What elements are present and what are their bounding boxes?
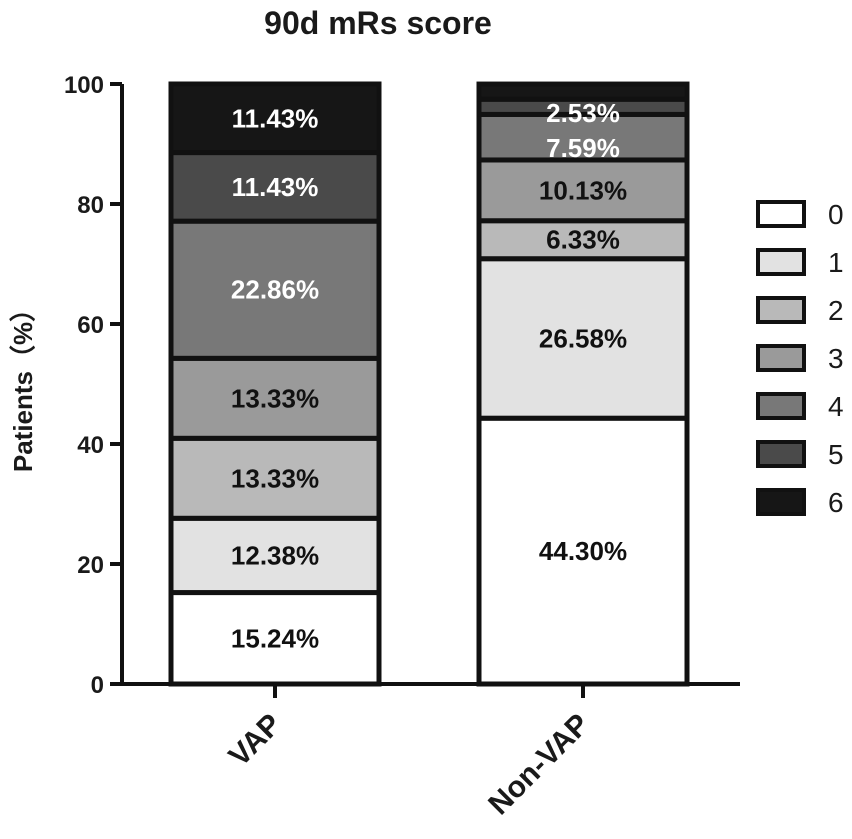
legend-label: 2	[828, 295, 844, 326]
plot-area: 15.24% 12.38% 13.33% 13.33% 22.86% 11.43% 11.4…	[168, 56, 690, 687]
y-tick-label: 100	[64, 72, 104, 99]
legend-swatch	[756, 200, 806, 228]
segment-label: 2.53%	[546, 56, 620, 86]
legend-label: 1	[828, 247, 844, 278]
legend-swatch	[756, 344, 806, 372]
y-axis-label: Patients（%）	[8, 296, 38, 472]
legend-swatch	[756, 440, 806, 468]
x-tick-label: VAP	[223, 708, 288, 773]
x-tick-label: Non-VAP	[482, 708, 596, 822]
y-tick-label: 60	[77, 312, 104, 339]
bar-segment	[168, 218, 382, 361]
bar-segment	[476, 157, 690, 224]
segment-label: 10.13%	[539, 175, 627, 205]
segment-label: 12.38%	[231, 540, 319, 570]
segment-label: 13.33%	[231, 463, 319, 493]
legend-label: 6	[828, 487, 844, 518]
legend-label: 3	[828, 343, 844, 374]
legend: 0 1 2 3 4 5 6	[756, 199, 844, 518]
legend-label: 0	[828, 199, 844, 230]
legend-label: 4	[828, 391, 844, 422]
bar-segment	[476, 256, 690, 421]
segment-label: 22.86%	[231, 275, 319, 305]
bar-segment	[168, 355, 382, 441]
segment-label: 11.43%	[232, 172, 319, 202]
bar-segment	[476, 81, 690, 102]
legend-swatch	[756, 296, 806, 324]
segment-label: 26.58%	[539, 323, 627, 353]
segment-label: 6.33%	[546, 225, 620, 255]
y-tick-label: 40	[77, 432, 104, 459]
bar-segment	[168, 150, 382, 224]
bar-segment	[476, 415, 690, 687]
segment-label: 44.30%	[539, 536, 627, 566]
segment-label: 7.59%	[546, 133, 620, 163]
segment-label: 13.33%	[231, 383, 319, 413]
chart-title: 90d mRs score	[264, 5, 492, 41]
segment-label: 15.24%	[231, 623, 319, 653]
y-tick-label: 20	[77, 552, 104, 579]
segment-label: 11.43%	[232, 103, 319, 133]
y-tick-label: 80	[77, 192, 104, 219]
legend-swatch	[756, 488, 806, 516]
legend-label: 5	[828, 439, 844, 470]
y-tick-label: 0	[91, 672, 104, 699]
bar-segment	[168, 81, 382, 156]
legend-swatch	[756, 248, 806, 276]
segment-label: 2.53%	[546, 98, 620, 128]
legend-swatch	[756, 392, 806, 420]
bar-segment	[476, 111, 690, 163]
bar-segment	[168, 515, 382, 596]
